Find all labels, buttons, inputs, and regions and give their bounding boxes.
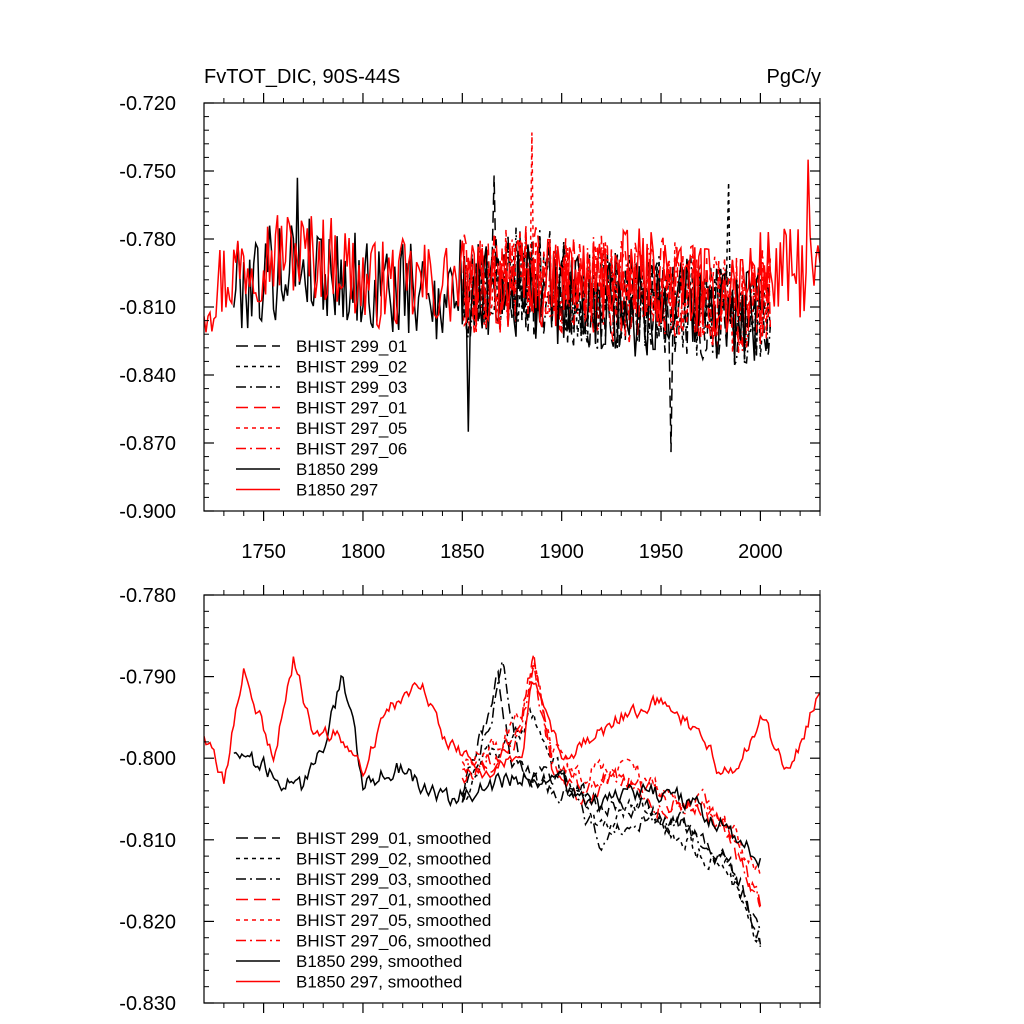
y-tick-label: -0.780	[119, 585, 176, 607]
series-line-2-5	[461, 659, 762, 877]
series-line-2-8	[204, 656, 820, 784]
x-tick-label: 1950	[639, 541, 684, 563]
series-line-1-8	[204, 159, 820, 337]
y-tick-label: -0.790	[119, 667, 176, 689]
y-tick-label: -0.810	[119, 830, 176, 852]
legend-label: BHIST 297_01	[296, 399, 407, 418]
title-right: PgC/y	[767, 66, 821, 88]
legend-label: BHIST 297_06, smoothed	[296, 932, 491, 951]
y-tick-label: -0.830	[119, 993, 176, 1015]
x-tick-label: 2000	[738, 541, 783, 563]
legend-label: BHIST 297_06	[296, 440, 407, 459]
panel-2: -0.780 -0.790 -0.800 -0.810 -0.820 -0.830 BHIS…	[119, 585, 821, 1015]
y-tick-label: -0.840	[119, 365, 176, 387]
x-tick-label: 1850	[440, 541, 485, 563]
x-tick-label: 1900	[539, 541, 584, 563]
legend-label: B1850 297	[296, 481, 378, 500]
series-line-2-3	[461, 661, 762, 932]
series-line-2-7	[233, 674, 762, 869]
y-tick-label: -0.750	[119, 161, 176, 183]
y-tick-label: -0.820	[119, 911, 176, 933]
y-tick-label: -0.720	[119, 93, 176, 115]
legend-label: BHIST 297_05	[296, 419, 407, 438]
legend-label: BHIST 297_05, smoothed	[296, 911, 491, 930]
x-tick-label: 1800	[341, 541, 386, 563]
panel-1: -0.720 -0.750 -0.780 -0.810 -0.840 -0.870 -0.9…	[119, 93, 821, 563]
legend-label: BHIST 299_02	[296, 358, 407, 377]
legend-label: BHIST 299_02, smoothed	[296, 850, 491, 869]
y-tick-label: -0.800	[119, 748, 176, 770]
x-tick-label: 1750	[241, 541, 286, 563]
legend-label: BHIST 299_03, smoothed	[296, 870, 491, 889]
series-line-2-2	[461, 706, 762, 947]
legend-label: B1850 299	[296, 460, 378, 479]
y-tick-label: -0.780	[119, 229, 176, 251]
legend-label: B1850 299, smoothed	[296, 952, 462, 971]
series-line-1-6	[461, 224, 772, 353]
y-tick-label: -0.900	[119, 501, 176, 523]
legend-label: BHIST 299_01, smoothed	[296, 829, 491, 848]
series-line-1-2	[461, 182, 772, 362]
y-tick-label: -0.870	[119, 433, 176, 455]
legend-label: BHIST 299_03	[296, 378, 407, 397]
series-line-2-1	[461, 669, 762, 945]
series-line-2-6	[462, 664, 762, 910]
y-tick-label: -0.810	[119, 297, 176, 319]
series-line-1-7	[233, 177, 762, 432]
title-left: FvTOT_DIC, 90S-44S	[204, 66, 400, 88]
legend-label: BHIST 299_01	[296, 337, 407, 356]
legend-label: B1850 297, smoothed	[296, 973, 462, 992]
legend-label: BHIST 297_01, smoothed	[296, 891, 491, 910]
series-line-1-5	[461, 132, 772, 353]
plot-frame-2	[203, 594, 821, 1004]
